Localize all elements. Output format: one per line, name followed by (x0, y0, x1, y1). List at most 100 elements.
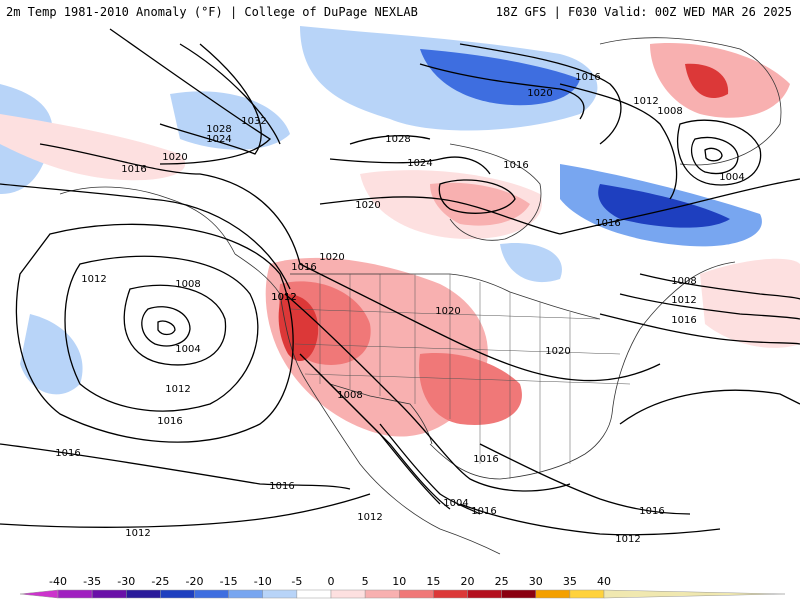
isobar-label: 1020 (319, 252, 344, 263)
isobar-label: 1028 (385, 134, 410, 145)
cold-anomaly-pacific-sw (20, 314, 83, 395)
isobar-label: 1012 (165, 384, 190, 395)
alaska-coast (59, 186, 236, 255)
legend-tick-label: -5 (291, 576, 302, 588)
isobars (0, 28, 800, 536)
state-borders (289, 274, 631, 479)
legend-tick-label: 40 (597, 576, 611, 588)
legend-color-segment (91, 589, 127, 599)
isobar-1016-arctic (459, 43, 622, 145)
low-center-labrador (704, 147, 723, 162)
isobar-1024-canada (329, 156, 491, 175)
isobar-label: 1016 (503, 160, 528, 171)
isobar-1028-canada (349, 135, 431, 145)
title-bar: 2m Temp 1981-2010 Anomaly (°F) | College… (0, 0, 800, 24)
isobar-1016-caribbean (479, 443, 691, 515)
isobar-label: 1012 (671, 295, 696, 306)
isobar-label: 1012 (357, 512, 382, 523)
legend-bar (19, 589, 786, 599)
high-1020-atlantic (619, 389, 800, 425)
isobar-1024-west (109, 28, 272, 165)
low-1008-ring (123, 284, 227, 366)
legend-tick-label: -15 (220, 576, 238, 588)
isobar-1012-atlantic (619, 293, 800, 320)
isobar-1016-east (559, 178, 800, 235)
isobar-1032 (179, 43, 281, 145)
color-legend: -40 -35 -30 -25 -20 -15 -10 -5 0 5 10 15 20 25 30 35 40 (0, 576, 800, 600)
isobar-1020-canada (319, 196, 561, 235)
legend-ticks: -40 -35 -30 -25 -20 -15 -10 -5 0 5 10 15 20 25 30 35 40 (49, 576, 611, 588)
isobar-label: 1004 (443, 498, 468, 509)
isobar-label: 1016 (269, 481, 294, 492)
isobar-label: 1024 (407, 158, 432, 169)
east-coastline (611, 261, 736, 415)
isobar-label: 1016 (473, 454, 498, 465)
isobar-1016-south (0, 443, 351, 490)
cold-anomaly-alaska (170, 91, 290, 150)
gulf-coastline (429, 413, 613, 480)
isobar-1028-north (159, 43, 262, 155)
isobar-label: 1012 (125, 528, 150, 539)
low-1004-labrador (691, 136, 739, 175)
weather-map: 1032 1028 1024 1020 1016 1012 1008 1004 … (0, 24, 800, 576)
warm-anomaly-atlantic (700, 258, 800, 348)
isobar-1012-labrador (559, 83, 678, 200)
isobar-1016-pacific (15, 223, 294, 443)
legend-tick-label: -30 (117, 576, 135, 588)
legend-color-segment (603, 589, 786, 599)
legend-color-segment (433, 589, 468, 599)
legend-color-segment (330, 589, 366, 599)
isobar-label: 1016 (639, 506, 664, 517)
isobar-label: 1016 (595, 218, 620, 229)
legend-tick-label: -20 (186, 576, 204, 588)
legend-tick-label: -35 (83, 576, 101, 588)
legend-color-segment (569, 589, 605, 599)
legend-color-segment (262, 589, 298, 599)
cold-anomaly-arctic-core (420, 49, 580, 106)
isobar-label: 1020 (355, 200, 380, 211)
model-valid-time: 18Z GFS | F030 Valid: 00Z WED MAR 26 202… (495, 5, 792, 19)
legend-tick-label: 20 (461, 576, 475, 588)
legend-tick-label: 0 (328, 576, 335, 588)
legend-color-segment (535, 589, 571, 599)
isobar-label: 1016 (121, 164, 146, 175)
isobar-label: 1020 (545, 346, 570, 357)
cold-anomaly-quebec (500, 243, 562, 283)
isobar-label: 1028 (206, 124, 231, 135)
isobar-label: 1004 (175, 344, 200, 355)
legend-tick-label: -40 (49, 576, 67, 588)
isobar-label: 1016 (671, 315, 696, 326)
legend-color-segment (399, 589, 434, 599)
isobar-label: 1024 (206, 134, 231, 145)
isobar-label: 1020 (435, 306, 460, 317)
isobar-label: 1016 (157, 416, 182, 427)
legend-tick-label: 5 (362, 576, 369, 588)
low-1004-ring (141, 306, 191, 347)
legend-tick-label: -25 (151, 576, 169, 588)
isobar-label: 1008 (657, 106, 682, 117)
hudson-bay-coast (449, 143, 542, 241)
warm-anomaly-greenland-core (685, 63, 729, 99)
low-1008-labrador (676, 119, 762, 186)
isobar-label: 1004 (719, 172, 744, 183)
legend-color-segment (19, 589, 59, 599)
isobar-label: 1012 (81, 274, 106, 285)
low-center-ring (157, 320, 176, 336)
isobar-1004-mexico (379, 423, 481, 515)
isobar-label: 1016 (575, 72, 600, 83)
isobar-label: 1016 (55, 448, 80, 459)
us-mexico-border (329, 383, 433, 445)
legend-tick-label: 35 (563, 576, 577, 588)
isobar-label: 1008 (337, 390, 362, 401)
legend-color-segment (57, 589, 93, 599)
legend-tick-label: 15 (426, 576, 440, 588)
isobar-1020-west (39, 143, 301, 265)
isobar-1016-atlantic (599, 313, 800, 345)
legend-tick-label: 25 (495, 576, 509, 588)
isobar-label: 1008 (175, 279, 200, 290)
isobar-label: 1016 (471, 506, 496, 517)
isobar-label: 1012 (271, 292, 296, 303)
warm-anomaly-nw-canada (0, 114, 186, 181)
isobar-1016-us (284, 293, 571, 492)
isobar-1012-pacific (64, 255, 259, 412)
